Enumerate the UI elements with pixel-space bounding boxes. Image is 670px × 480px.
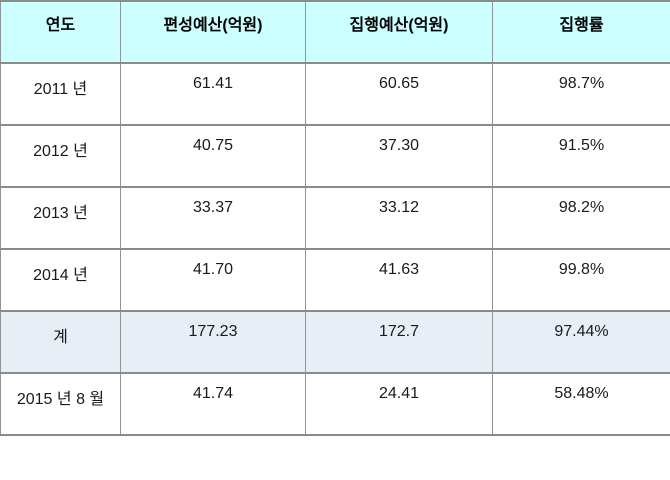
cell-year: 2015 년 8 월 bbox=[0, 372, 121, 436]
table-row: 2014 년 41.70 41.63 99.8% bbox=[0, 248, 670, 312]
table-row: 2011 년 61.41 60.65 98.7% bbox=[0, 62, 670, 126]
cell-execution-rate: 97.44% bbox=[492, 310, 670, 374]
header-cell-planned-budget: 편성예산(억원) bbox=[120, 0, 306, 64]
cell-planned-budget: 40.75 bbox=[120, 124, 306, 188]
table-row: 2015 년 8 월 41.74 24.41 58.48% bbox=[0, 372, 670, 436]
cell-execution-rate: 91.5% bbox=[492, 124, 670, 188]
header-cell-execution-rate: 집행률 bbox=[492, 0, 670, 64]
cell-planned-budget: 41.74 bbox=[120, 372, 306, 436]
cell-year: 2012 년 bbox=[0, 124, 121, 188]
cell-planned-budget: 61.41 bbox=[120, 62, 306, 126]
cell-execution-rate: 98.7% bbox=[492, 62, 670, 126]
cell-executed-budget: 33.12 bbox=[305, 186, 493, 250]
cell-execution-rate: 99.8% bbox=[492, 248, 670, 312]
cell-executed-budget: 41.63 bbox=[305, 248, 493, 312]
cell-planned-budget: 41.70 bbox=[120, 248, 306, 312]
cell-planned-budget: 177.23 bbox=[120, 310, 306, 374]
cell-execution-rate: 98.2% bbox=[492, 186, 670, 250]
budget-table: 연도 편성예산(억원) 집행예산(억원) 집행률 2011 년 61.41 60… bbox=[0, 0, 670, 436]
table-row: 2013 년 33.37 33.12 98.2% bbox=[0, 186, 670, 250]
header-cell-executed-budget: 집행예산(억원) bbox=[305, 0, 493, 64]
cell-year: 2011 년 bbox=[0, 62, 121, 126]
header-cell-year: 연도 bbox=[0, 0, 121, 64]
cell-planned-budget: 33.37 bbox=[120, 186, 306, 250]
cell-executed-budget: 24.41 bbox=[305, 372, 493, 436]
cell-executed-budget: 37.30 bbox=[305, 124, 493, 188]
cell-year: 2014 년 bbox=[0, 248, 121, 312]
cell-executed-budget: 60.65 bbox=[305, 62, 493, 126]
cell-executed-budget: 172.7 bbox=[305, 310, 493, 374]
table-row-total: 계 177.23 172.7 97.44% bbox=[0, 310, 670, 374]
cell-year: 계 bbox=[0, 310, 121, 374]
table-row: 2012 년 40.75 37.30 91.5% bbox=[0, 124, 670, 188]
cell-year: 2013 년 bbox=[0, 186, 121, 250]
header-row: 연도 편성예산(억원) 집행예산(억원) 집행률 bbox=[0, 0, 670, 64]
cell-execution-rate: 58.48% bbox=[492, 372, 670, 436]
